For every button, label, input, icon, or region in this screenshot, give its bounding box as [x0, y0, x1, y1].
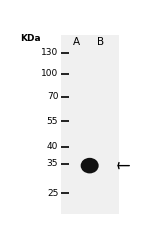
Text: 55: 55 — [47, 117, 58, 126]
Text: 40: 40 — [47, 142, 58, 151]
Text: 70: 70 — [47, 92, 58, 101]
Text: A: A — [73, 37, 80, 47]
Bar — [61, 35, 119, 214]
Text: 25: 25 — [47, 189, 58, 198]
Text: B: B — [97, 37, 104, 47]
Text: 35: 35 — [47, 159, 58, 168]
Ellipse shape — [81, 158, 99, 173]
Text: KDa: KDa — [20, 34, 40, 43]
Text: 100: 100 — [41, 69, 58, 78]
Text: 130: 130 — [41, 48, 58, 57]
